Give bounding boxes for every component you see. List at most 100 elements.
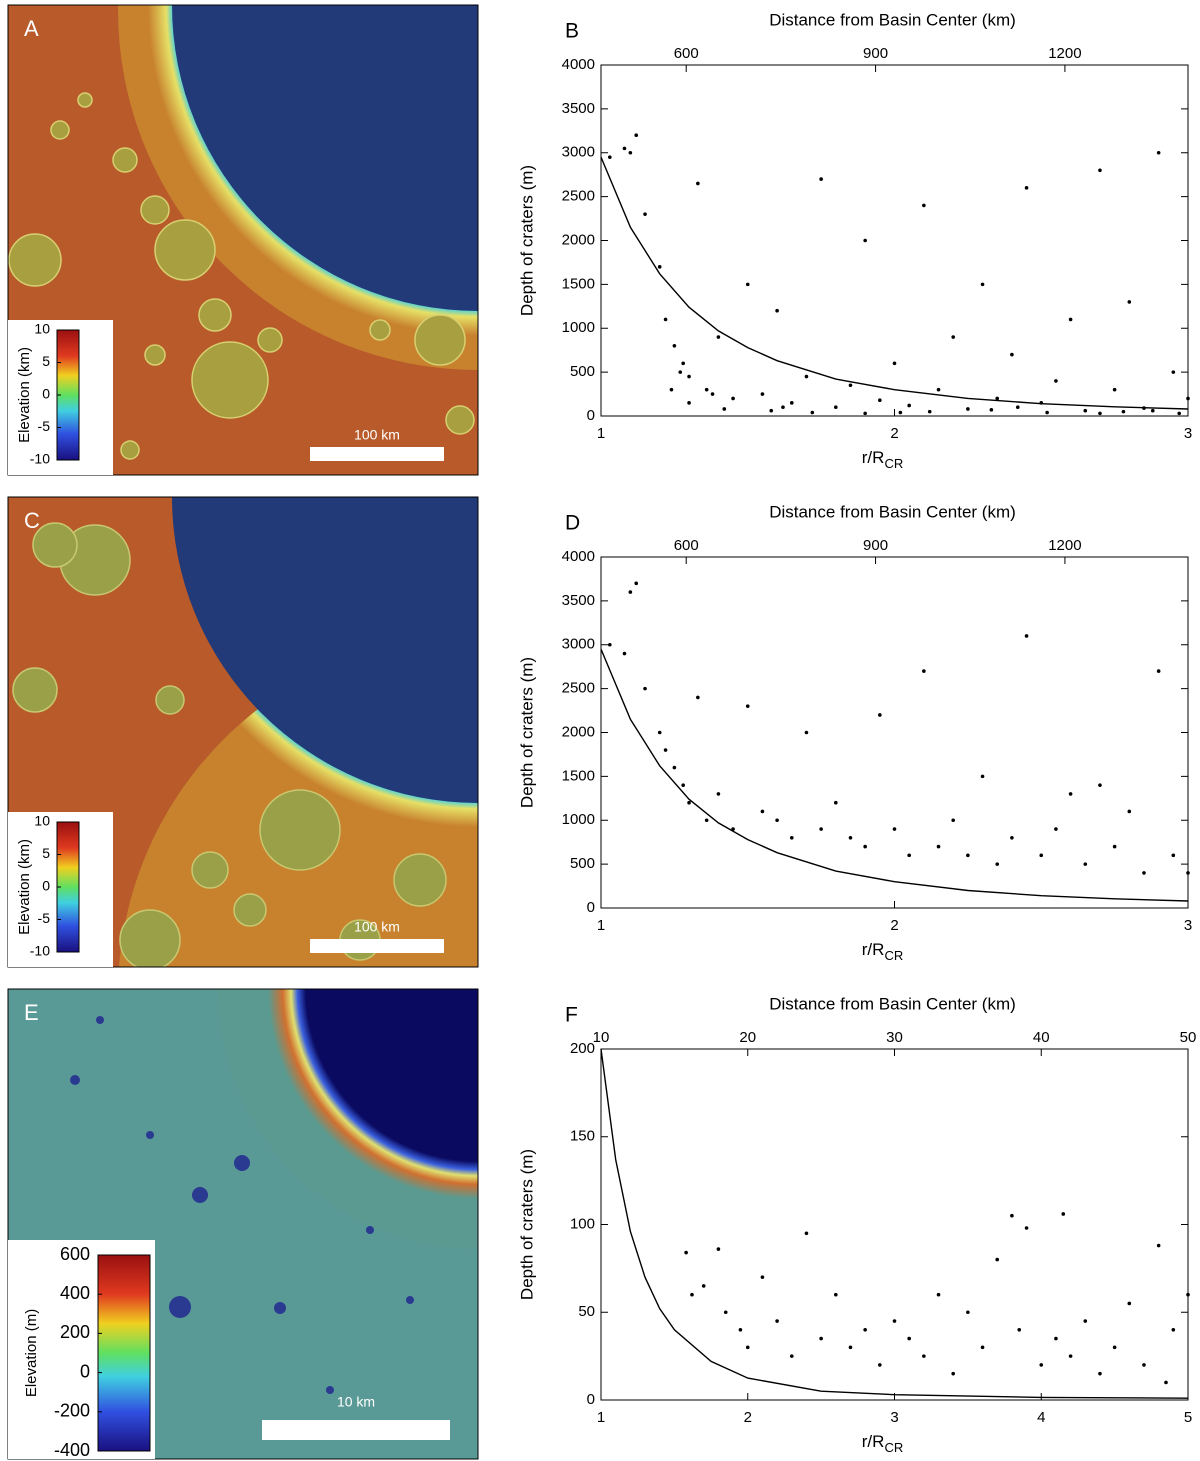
point: [1121, 409, 1126, 414]
point: [678, 370, 683, 374]
point: [1127, 809, 1132, 814]
colorbar-tick-label: -400: [54, 1440, 90, 1460]
point: [1061, 1212, 1066, 1216]
point: [781, 405, 785, 410]
y-tick-label: 4000: [562, 56, 595, 73]
y-tick-label: 1500: [562, 275, 595, 292]
point: [687, 401, 691, 405]
point: [1171, 370, 1176, 374]
point: [687, 800, 691, 805]
panel-label: F: [565, 1004, 578, 1027]
x-axis-title-main: r/R: [862, 448, 885, 467]
point: [1068, 317, 1073, 322]
point: [775, 818, 779, 823]
colorbar-tick-label: -5: [38, 418, 51, 434]
point: [819, 827, 823, 831]
point: [863, 844, 867, 849]
point: [989, 408, 994, 412]
x-axis-title: r/RCR: [862, 448, 903, 471]
point: [672, 765, 677, 770]
point: [1083, 408, 1088, 413]
point: [966, 853, 970, 858]
colorbar-tick-label: -5: [38, 910, 51, 926]
image-a: [8, 5, 478, 475]
point: [980, 774, 985, 779]
point: [1083, 1319, 1088, 1323]
point: [704, 818, 709, 823]
point: [1054, 379, 1058, 383]
point: [1024, 1226, 1029, 1230]
point: [663, 748, 668, 752]
x2-tick-label: 600: [674, 45, 699, 62]
point: [1083, 862, 1088, 866]
point: [922, 1354, 926, 1358]
point: [789, 836, 794, 840]
point: [834, 405, 838, 410]
point: [1015, 405, 1020, 410]
point: [628, 150, 633, 155]
x-tick-label: 2: [744, 1409, 752, 1426]
point: [1112, 844, 1117, 849]
point: [892, 827, 897, 831]
point: [722, 407, 727, 411]
point: [980, 1345, 985, 1350]
point: [819, 177, 823, 181]
point: [936, 1292, 941, 1297]
colorbar: [97, 1254, 151, 1452]
point: [1010, 1213, 1014, 1218]
y-tick-label: 1000: [562, 319, 595, 336]
point: [848, 836, 853, 840]
point: [789, 1354, 794, 1358]
point: [1054, 827, 1058, 831]
point: [745, 704, 750, 708]
y-tick-label: 0: [587, 899, 595, 916]
colorbar-tick-label: 0: [80, 1361, 90, 1381]
scale-label: 100 km: [354, 427, 400, 443]
x-tick-label: 4: [1037, 1409, 1045, 1426]
point: [1186, 871, 1190, 875]
x2-axis-title: Distance from Basin Center (km): [769, 994, 1016, 1013]
image-c: [8, 497, 478, 967]
image-frame: [7, 988, 479, 1460]
panel-letter: E: [24, 1000, 39, 1025]
point: [1177, 411, 1181, 416]
point: [878, 398, 882, 403]
point: [1142, 1363, 1146, 1367]
point: [657, 730, 662, 735]
point: [634, 133, 639, 137]
y-tick-label: 200: [570, 1040, 595, 1057]
colorbar-tick-label: 10: [34, 813, 50, 829]
x-axis-title-main: r/R: [862, 1432, 885, 1451]
colorbar-tick-label: 600: [60, 1244, 90, 1264]
x2-tick-label: 1200: [1048, 537, 1081, 554]
point: [696, 181, 700, 186]
y-tick-label: 3500: [562, 592, 595, 609]
colorbar-tick-label: 400: [60, 1283, 90, 1303]
point: [643, 212, 647, 216]
point: [775, 1319, 779, 1323]
point: [922, 203, 926, 208]
point: [731, 396, 735, 401]
point: [1045, 410, 1049, 415]
point: [804, 1231, 809, 1236]
point: [995, 396, 1000, 401]
x-tick-label: 5: [1184, 1409, 1192, 1426]
y-tick-label: 3500: [562, 100, 595, 117]
colorbar-tick-label: -10: [30, 943, 50, 959]
y-tick-label: 0: [587, 1391, 595, 1408]
point: [723, 1310, 728, 1315]
point: [684, 1250, 688, 1255]
point: [760, 392, 765, 396]
colorbar-tick-label: 5: [42, 353, 50, 369]
point: [951, 335, 955, 339]
x-axis-title-main: r/R: [862, 940, 885, 959]
point: [710, 392, 715, 396]
fit-curve: [600, 156, 1189, 410]
colorbar-label: Elevation (km): [16, 839, 33, 935]
y-tick-label: 2000: [562, 231, 595, 248]
y-tick-label: 150: [570, 1128, 595, 1145]
y-axis-title: Depth of craters (m): [517, 165, 536, 316]
x-tick-label: 1: [597, 425, 605, 442]
